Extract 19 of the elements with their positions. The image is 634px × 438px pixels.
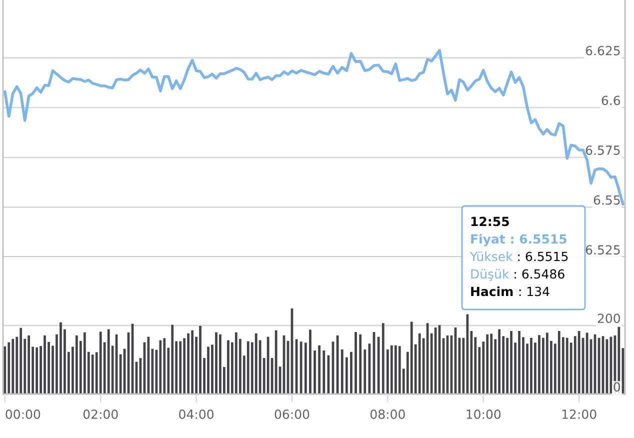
x-tick-label: 08:00 (370, 410, 405, 419)
annotation: Yüksek : 6.5515 (470, 252, 568, 262)
annotation: Düşük : 6.5486 (471, 269, 564, 281)
y-tick-label: 200 (598, 314, 620, 324)
y-tick-label: 6.625 (586, 46, 620, 56)
annotation: Hacim : 134 (471, 286, 550, 296)
x-tick-label: 12:00 (562, 410, 596, 419)
x-tick-label: 10:00 (466, 410, 501, 419)
y-tick-label: 6.6 (602, 96, 620, 106)
annotation: Fiyat : 6.5515 (471, 234, 566, 246)
y-tick-label: 0 (614, 382, 620, 392)
x-tick-label: 00:00 (6, 410, 40, 419)
y-tick-label: 6.525 (586, 245, 620, 255)
x-tick-label: 02:00 (83, 410, 118, 419)
annotation: 12:55 (471, 216, 509, 226)
y-tick-label: 6.575 (586, 146, 620, 155)
y-tick-label: 6.55 (594, 195, 620, 205)
x-tick-label: 04:00 (179, 410, 214, 419)
x-tick-label: 06:00 (274, 410, 310, 419)
